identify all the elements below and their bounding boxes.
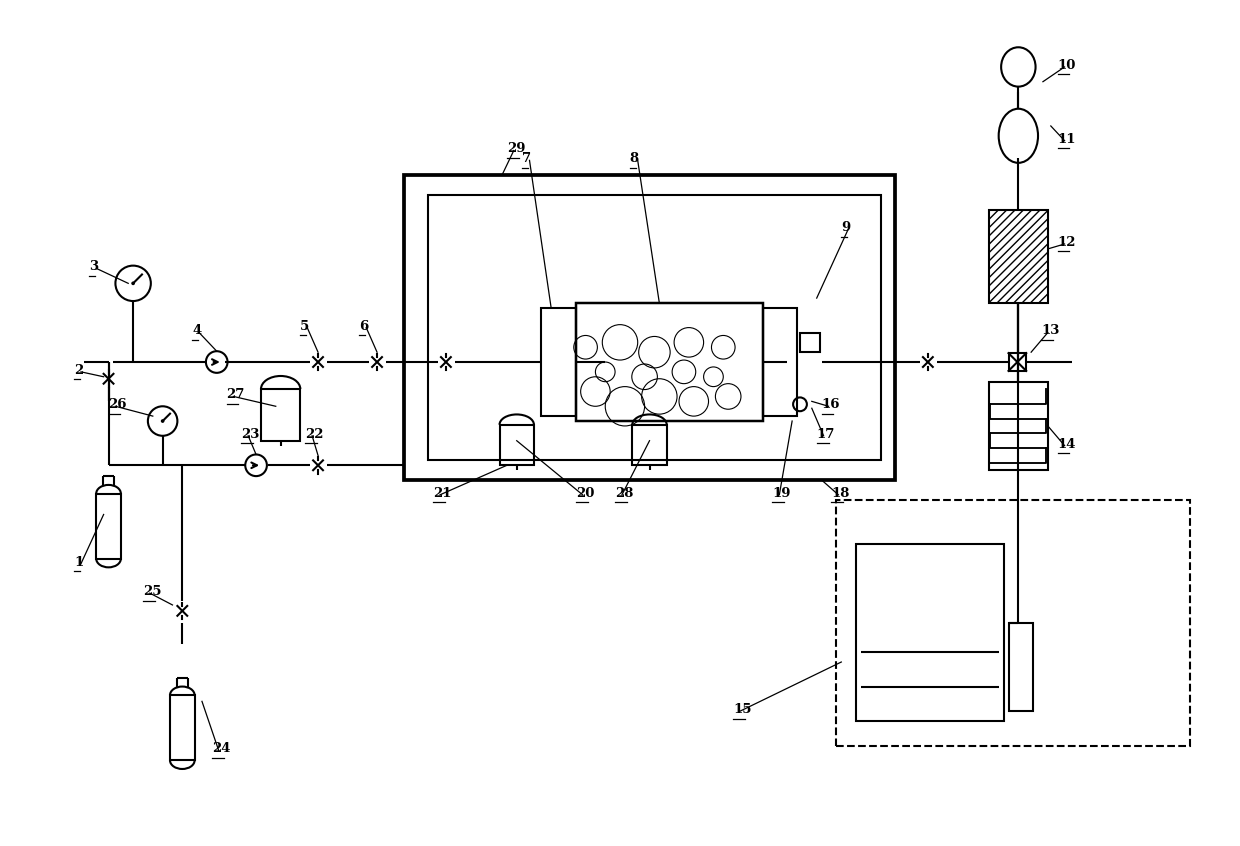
Text: 27: 27	[227, 388, 246, 401]
Text: 7: 7	[522, 152, 531, 165]
Text: 2: 2	[74, 364, 83, 376]
Bar	[542, 308, 575, 416]
Bar	[260, 389, 300, 441]
Bar	[632, 425, 667, 465]
Text: 5: 5	[300, 320, 310, 332]
Text: 23: 23	[242, 428, 259, 441]
Bar	[575, 303, 763, 421]
Text: 10: 10	[1058, 59, 1076, 72]
Text: 6: 6	[360, 320, 368, 332]
Text: 19: 19	[773, 486, 791, 500]
Bar	[988, 382, 1048, 470]
Text: 13: 13	[1040, 324, 1059, 338]
Text: 16: 16	[822, 398, 841, 411]
Text: 18: 18	[832, 486, 849, 500]
Text: 22: 22	[305, 428, 324, 441]
Text: 9: 9	[841, 221, 851, 234]
Bar	[1008, 353, 1027, 371]
Circle shape	[162, 420, 164, 422]
Bar	[170, 695, 195, 761]
Text: 20: 20	[575, 486, 594, 500]
Text: 26: 26	[109, 398, 126, 411]
Bar	[500, 425, 534, 465]
Text: 21: 21	[433, 486, 451, 500]
Bar	[428, 195, 880, 460]
Bar	[97, 493, 120, 558]
Bar	[1008, 623, 1033, 711]
Text: 8: 8	[630, 152, 639, 165]
Text: 1: 1	[74, 556, 83, 569]
Text: 4: 4	[192, 324, 201, 338]
Text: 15: 15	[733, 703, 751, 716]
Bar	[988, 210, 1048, 303]
Text: 12: 12	[1058, 236, 1076, 249]
Bar	[763, 308, 797, 416]
Text: 3: 3	[89, 261, 98, 273]
Bar	[800, 332, 820, 352]
Text: 28: 28	[615, 486, 634, 500]
Text: 14: 14	[1058, 437, 1076, 451]
Text: 11: 11	[1058, 133, 1076, 146]
Bar	[856, 544, 1003, 721]
Text: 25: 25	[143, 585, 161, 598]
Circle shape	[133, 283, 134, 284]
Bar	[403, 175, 895, 480]
Text: 24: 24	[212, 743, 231, 755]
Text: 29: 29	[507, 142, 526, 156]
Bar	[837, 500, 1190, 745]
Text: 17: 17	[817, 428, 835, 441]
